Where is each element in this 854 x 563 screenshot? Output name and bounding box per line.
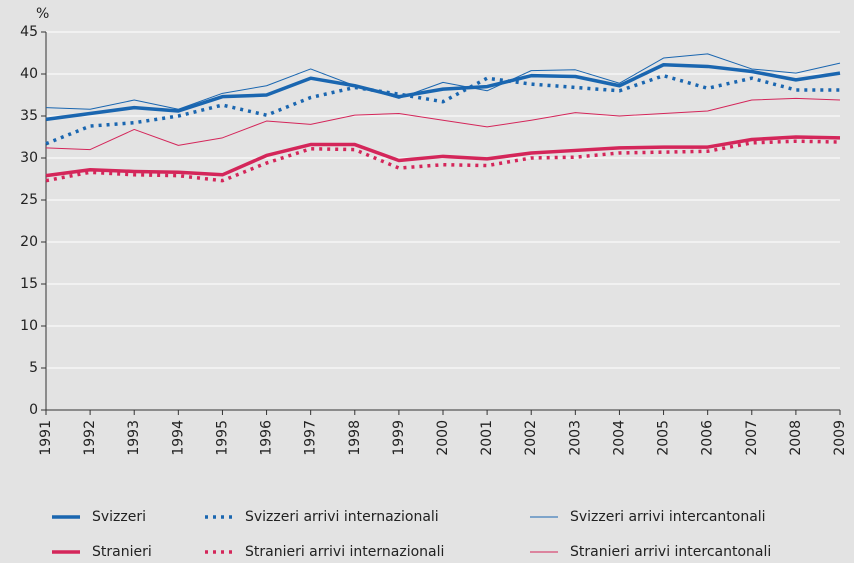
x-tick-label: 2001 bbox=[479, 420, 495, 456]
x-tick-label: 1991 bbox=[38, 420, 54, 456]
x-tick-label: 1995 bbox=[214, 420, 230, 456]
series-line bbox=[45, 97, 841, 151]
y-axis-label: % bbox=[36, 6, 49, 22]
y-tick-label: 25 bbox=[20, 192, 38, 208]
x-tick-label: 2009 bbox=[832, 420, 848, 456]
series-line bbox=[45, 63, 841, 122]
legend-label: Svizzeri arrivi intercantonali bbox=[570, 509, 766, 525]
x-tick-label: 2002 bbox=[523, 420, 539, 456]
y-tick-label: 5 bbox=[29, 360, 38, 376]
x-tick-label: 2003 bbox=[567, 420, 583, 456]
y-tick-label: 45 bbox=[20, 24, 38, 40]
y-tick-label: 10 bbox=[20, 318, 38, 334]
legend-label: Stranieri arrivi internazionali bbox=[245, 544, 444, 560]
x-tick-label: 1993 bbox=[126, 420, 142, 456]
series-line bbox=[45, 135, 841, 178]
series-line bbox=[45, 73, 840, 146]
y-tick-label: 35 bbox=[20, 108, 38, 124]
x-tick-label: 1999 bbox=[391, 420, 407, 456]
x-tick-label: 2005 bbox=[656, 420, 672, 456]
x-tick-label: 2007 bbox=[744, 420, 760, 456]
x-tick-label: 1998 bbox=[347, 420, 363, 456]
x-tick-label: 2008 bbox=[788, 420, 804, 456]
y-tick-label: 15 bbox=[20, 276, 38, 292]
y-tick-label: 20 bbox=[20, 234, 38, 250]
series-line bbox=[45, 53, 841, 110]
y-tick-label: 30 bbox=[20, 150, 38, 166]
x-tick-label: 2000 bbox=[435, 420, 451, 456]
x-tick-label: 1997 bbox=[303, 420, 319, 456]
x-tick-label: 2006 bbox=[700, 420, 716, 456]
legend-label: Stranieri bbox=[92, 544, 152, 560]
x-tick-label: 2004 bbox=[611, 420, 627, 456]
legend-label: Svizzeri bbox=[92, 509, 146, 525]
legend-label: Svizzeri arrivi internazionali bbox=[245, 509, 439, 525]
legend-label: Stranieri arrivi intercantonali bbox=[570, 544, 771, 560]
x-tick-label: 1992 bbox=[82, 420, 98, 456]
x-tick-label: 1994 bbox=[170, 420, 186, 456]
series-line bbox=[45, 139, 841, 183]
y-tick-label: 0 bbox=[29, 402, 38, 418]
x-tick-label: 1996 bbox=[259, 420, 275, 456]
y-tick-label: 40 bbox=[20, 66, 38, 82]
